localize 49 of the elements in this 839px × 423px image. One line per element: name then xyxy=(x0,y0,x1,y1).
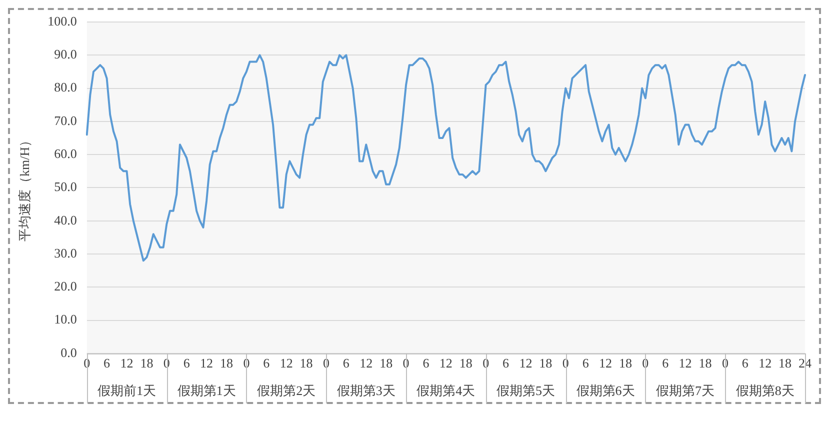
x-tick-label: 12 xyxy=(599,356,612,371)
x-tick-label: 6 xyxy=(662,356,670,371)
y-tick-label: 100.0 xyxy=(48,13,77,28)
text: 假期第8天 xyxy=(736,382,794,398)
x-tick-label: 6 xyxy=(742,356,749,371)
x-tick-label: 24 xyxy=(798,356,812,371)
x-tick-label: 6 xyxy=(342,356,350,371)
y-tick-label: 80.0 xyxy=(54,80,77,95)
y-tick-label: 90.0 xyxy=(54,46,77,62)
x-tick-label: 18 xyxy=(380,356,393,371)
y-tick-label: 20.0 xyxy=(54,278,77,294)
x-tick-label: 18 xyxy=(618,356,632,371)
x-tick-label: 18 xyxy=(300,356,313,371)
x-tick-label: 12 xyxy=(280,356,293,371)
text: 假期第5天 xyxy=(496,382,555,398)
x-tick-label: 18 xyxy=(220,356,233,371)
x-tick-label: 12 xyxy=(360,356,373,371)
x-tick-label: 12 xyxy=(678,356,692,371)
y-tick-label: 60.0 xyxy=(54,146,77,161)
y-tick-label: 50.0 xyxy=(54,179,77,194)
y-tick-label: 0.0 xyxy=(60,344,77,360)
x-tick-label: 12 xyxy=(200,356,214,371)
x-tick-label: 6 xyxy=(183,356,190,371)
y-tick-label: 40.0 xyxy=(54,212,77,228)
y-tick-label: 30.0 xyxy=(54,245,77,260)
text: 假期第7天 xyxy=(656,382,715,398)
text: 假期第2天 xyxy=(257,382,316,398)
x-tick-label: 6 xyxy=(104,356,111,371)
x-tick-label: 6 xyxy=(263,356,270,371)
x-tick-label: 12 xyxy=(758,356,772,371)
y-tick-label: 10.0 xyxy=(54,312,77,327)
text: 假期第1天 xyxy=(177,382,236,398)
x-tick-label: 18 xyxy=(778,356,792,371)
x-tick-label: 18 xyxy=(698,356,712,371)
y-tick-label: 70.0 xyxy=(54,112,77,128)
text: 假期前1天 xyxy=(97,382,156,398)
x-tick-label: 6 xyxy=(582,356,590,371)
x-tick-label: 12 xyxy=(439,356,452,371)
x-tick-label: 18 xyxy=(140,356,154,371)
x-tick-label: 6 xyxy=(422,356,430,371)
x-tick-label: 12 xyxy=(519,356,532,371)
x-tick-label: 18 xyxy=(459,356,472,371)
y-axis-title: 平均速度（km/H） xyxy=(17,134,32,242)
x-tick-label: 12 xyxy=(120,356,134,371)
text: 假期第4天 xyxy=(416,382,476,398)
x-tick-label: 18 xyxy=(539,356,552,371)
x-tick-label: 6 xyxy=(502,356,510,371)
text: 假期第3天 xyxy=(336,382,396,398)
text: 假期第6天 xyxy=(576,382,635,398)
